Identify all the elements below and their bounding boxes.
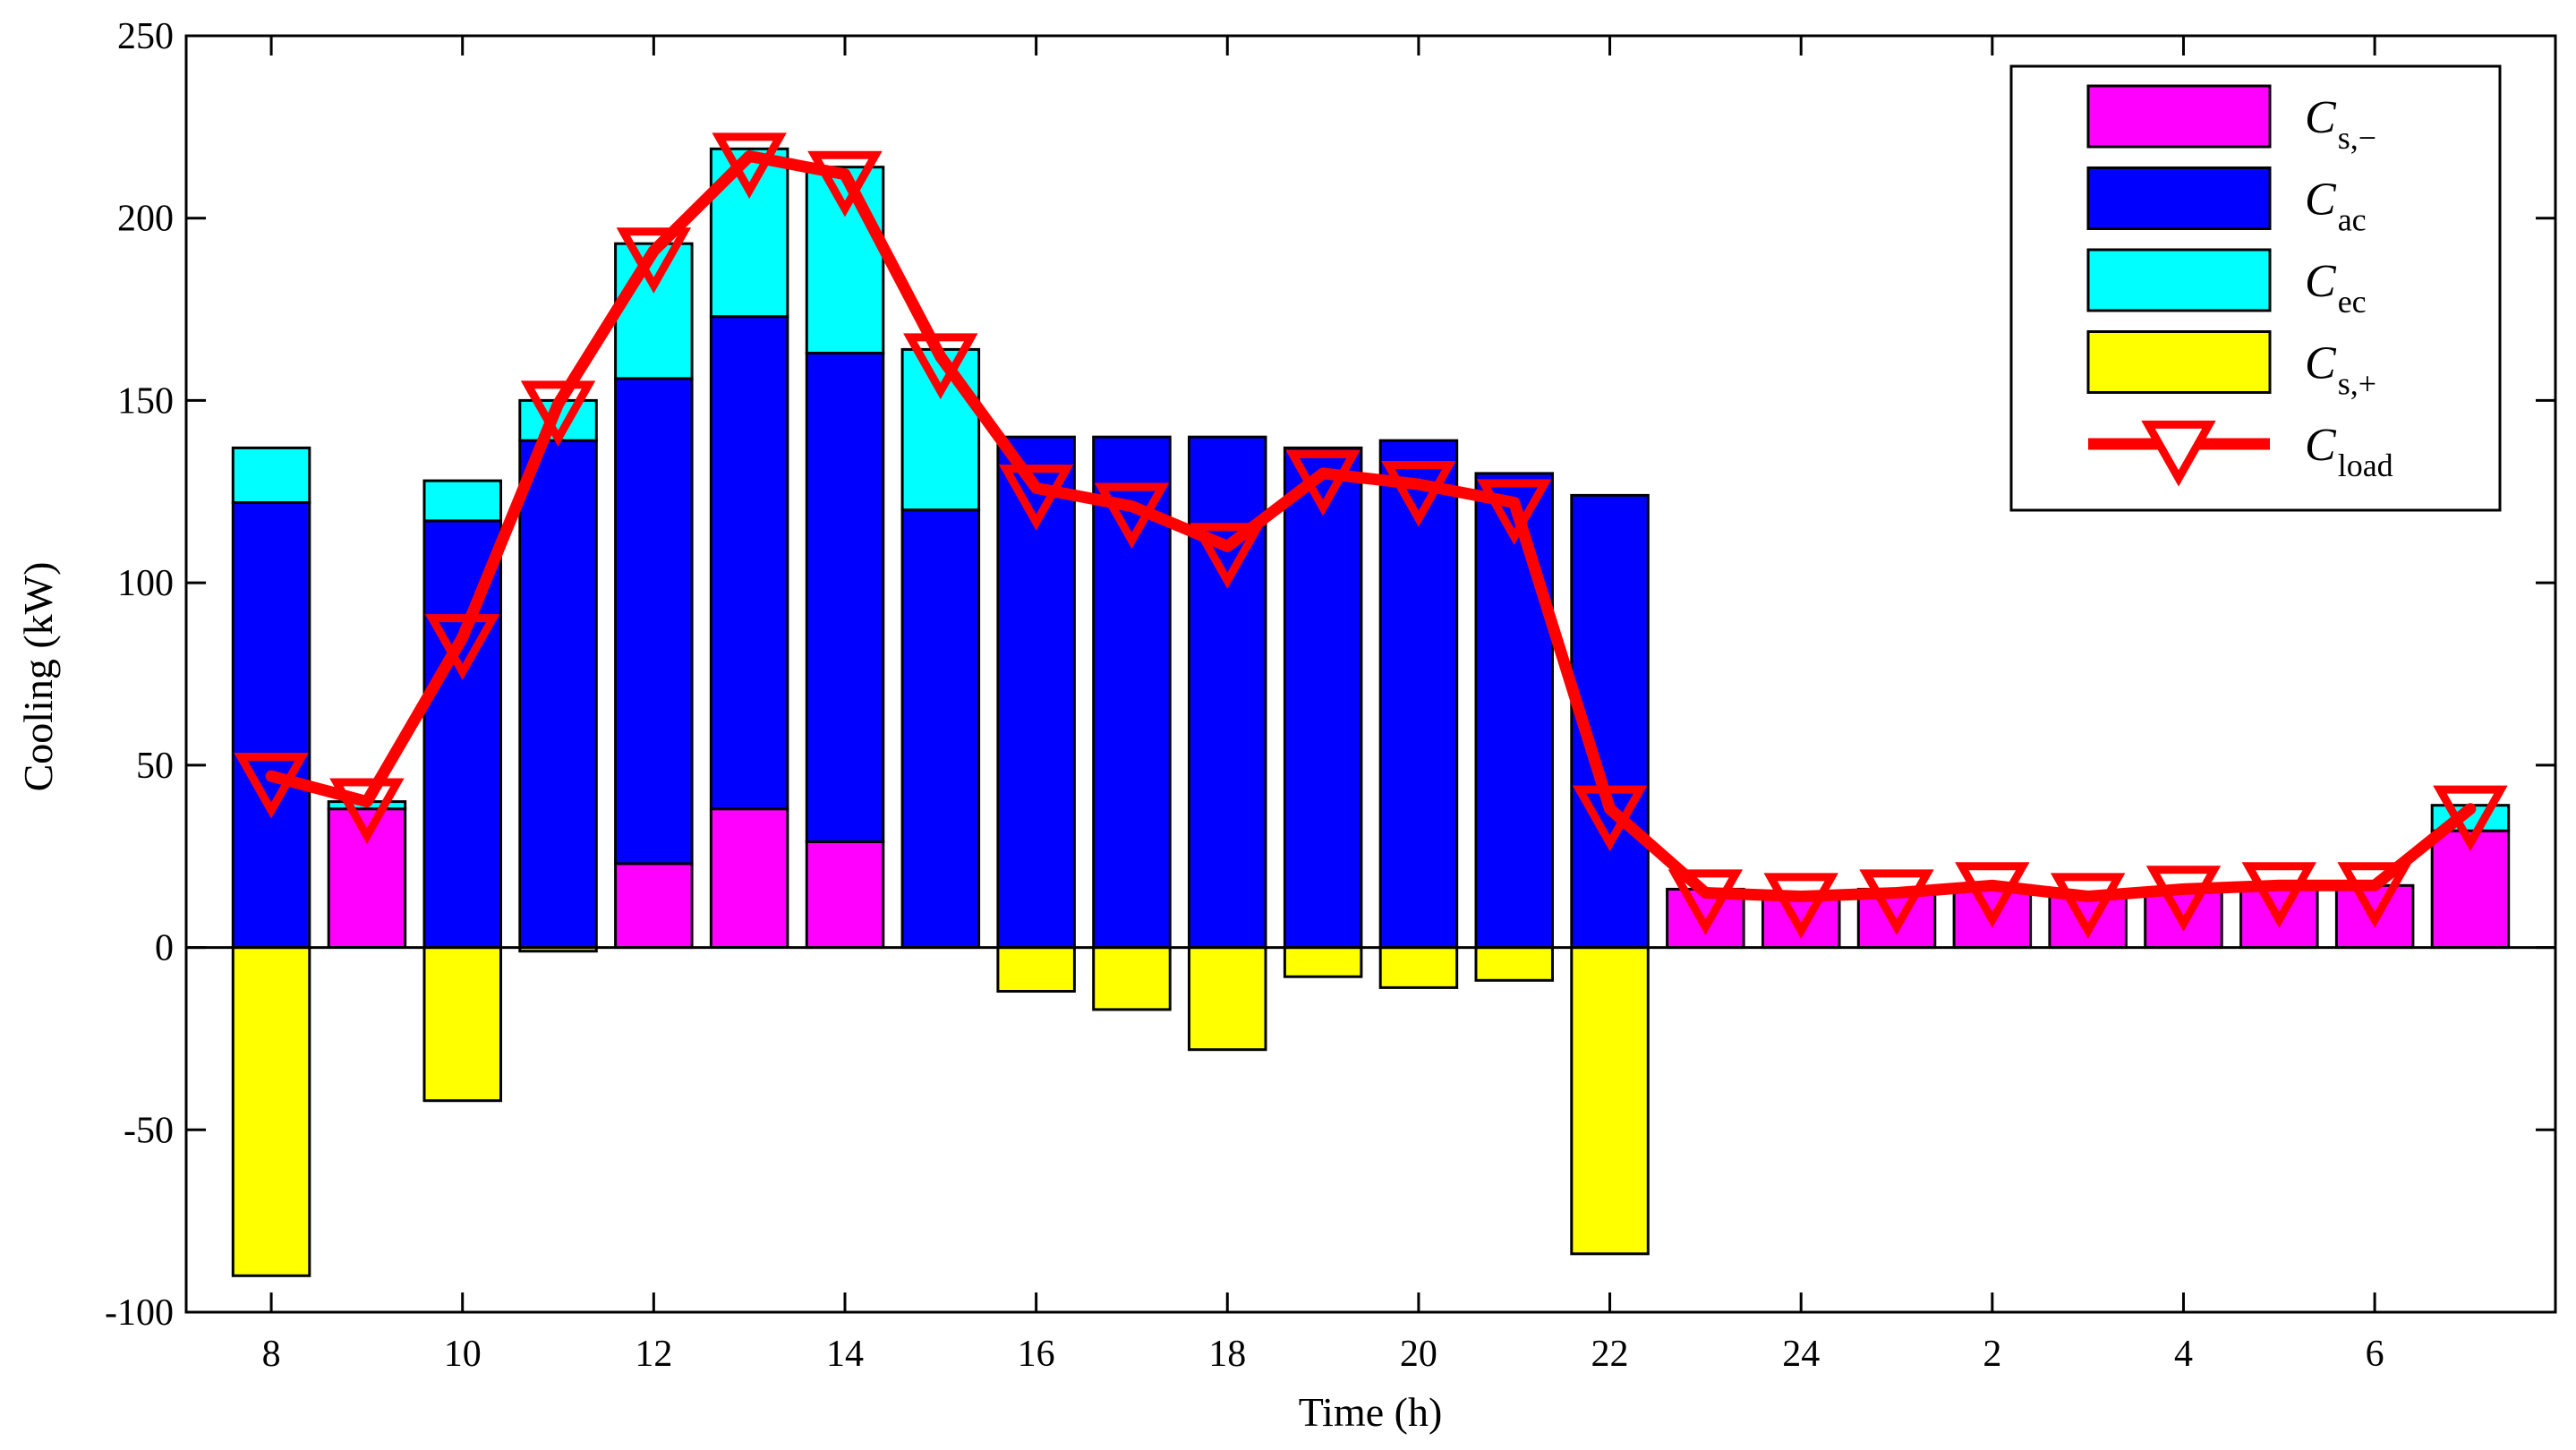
bar-s-12 (614, 862, 694, 950)
x-tick-label-18: 18 (1208, 1334, 1246, 1375)
bar-ac-19 (1283, 446, 1363, 950)
load-marker-13 (712, 132, 787, 199)
load-marker-3 (2050, 873, 2126, 940)
bar-ec-8 (231, 446, 311, 504)
load-marker-1 (1859, 869, 1934, 935)
bar-s-19 (1283, 946, 1363, 978)
bar-ac-18 (1188, 435, 1267, 950)
bar-s-22 (1570, 946, 1650, 1256)
y-tick-label-50: 50 (136, 746, 174, 787)
bars-layer (231, 147, 2511, 1277)
legend-sub-ac: ac (2338, 202, 2367, 238)
load-marker-20 (1381, 461, 1456, 527)
load-marker-7 (2433, 785, 2508, 852)
legend-sub-load: load (2338, 448, 2393, 483)
legend-swatch-ac (2086, 166, 2272, 230)
bar-s-10 (422, 946, 502, 1103)
load-marker-4 (2145, 866, 2222, 932)
bar-ec-10 (422, 479, 502, 523)
load-marker-5 (2241, 862, 2317, 928)
load-marker-24 (1763, 873, 1838, 940)
y-tick-label-0: 0 (155, 928, 174, 969)
legend-sub-s: s,+ (2338, 366, 2376, 402)
legend-marker-load (2141, 420, 2216, 487)
bar-ec-12 (614, 242, 694, 380)
load-marker-23 (1668, 869, 1744, 935)
bar-s-16 (996, 946, 1076, 993)
bar-s-17 (1092, 946, 1172, 1011)
load-marker-11 (520, 380, 596, 448)
x-tick-label-22: 22 (1591, 1334, 1629, 1375)
x-axis-label: Time (h) (1299, 1389, 1443, 1435)
y-tick-label-150: 150 (117, 380, 174, 422)
bar-s-13 (709, 807, 789, 950)
load-marker-12 (616, 227, 692, 294)
bar-s-8 (231, 946, 311, 1277)
y-tick-label-250: 250 (117, 16, 174, 57)
load-marker-9 (329, 778, 405, 845)
load-marker-18 (1190, 523, 1265, 589)
y-axis-label: Cooling (kW) (15, 562, 61, 792)
y-tick-label-200: 200 (117, 199, 174, 240)
x-tick-label-4: 4 (2174, 1334, 2193, 1375)
load-marker-19 (1285, 449, 1361, 516)
load-marker-14 (807, 150, 883, 218)
y-tick-label-100: 100 (117, 563, 174, 604)
x-tick-label-8: 8 (262, 1334, 281, 1375)
load-marker-21 (1477, 479, 1552, 546)
x-tick-label-12: 12 (635, 1334, 672, 1375)
bar-ac-8 (231, 501, 311, 950)
load-marker-2 (1955, 862, 2030, 928)
legend-sub-ec: ec (2338, 284, 2367, 320)
bar-s-18 (1188, 946, 1267, 1052)
x-tick-label-2: 2 (1983, 1334, 2001, 1375)
x-tick-label-24: 24 (1782, 1334, 1820, 1375)
bar-s-20 (1378, 946, 1459, 989)
bar-ec-13 (709, 147, 789, 319)
bar-ac-16 (996, 435, 1076, 950)
bar-s-21 (1474, 946, 1554, 982)
legend-sub-s: s,− (2338, 120, 2376, 156)
bar-ec-15 (900, 347, 981, 512)
legend-swatch-s (2086, 84, 2272, 149)
y-tick-label--100: -100 (105, 1292, 174, 1334)
load-marker-17 (1094, 482, 1170, 550)
x-tick-label-20: 20 (1400, 1334, 1437, 1375)
bar-ec-14 (805, 166, 885, 354)
load-marker-16 (998, 465, 1074, 531)
x-tick-label-6: 6 (2366, 1334, 2384, 1375)
load-marker-15 (903, 333, 978, 400)
load-marker-6 (2337, 862, 2412, 928)
legend-swatch-ec (2086, 248, 2272, 312)
bar-ac-14 (805, 352, 885, 843)
bar-ac-15 (900, 508, 981, 950)
load-marker-8 (234, 752, 309, 819)
bar-s-14 (805, 840, 885, 950)
bar-ac-12 (614, 377, 694, 866)
x-tick-label-14: 14 (826, 1334, 864, 1375)
load-marker-22 (1572, 785, 1648, 852)
x-tick-label-10: 10 (444, 1334, 482, 1375)
plot-frame (184, 34, 2557, 1314)
legend-swatch-s (2086, 330, 2272, 394)
bar-ac-13 (709, 315, 789, 811)
x-tick-label-16: 16 (1018, 1334, 1055, 1375)
load-marker-10 (424, 614, 500, 680)
load-line-layer (234, 132, 2508, 940)
y-tick-label--50: -50 (124, 1110, 174, 1151)
bar-s-9 (327, 807, 407, 950)
bar-ac-11 (518, 439, 598, 949)
